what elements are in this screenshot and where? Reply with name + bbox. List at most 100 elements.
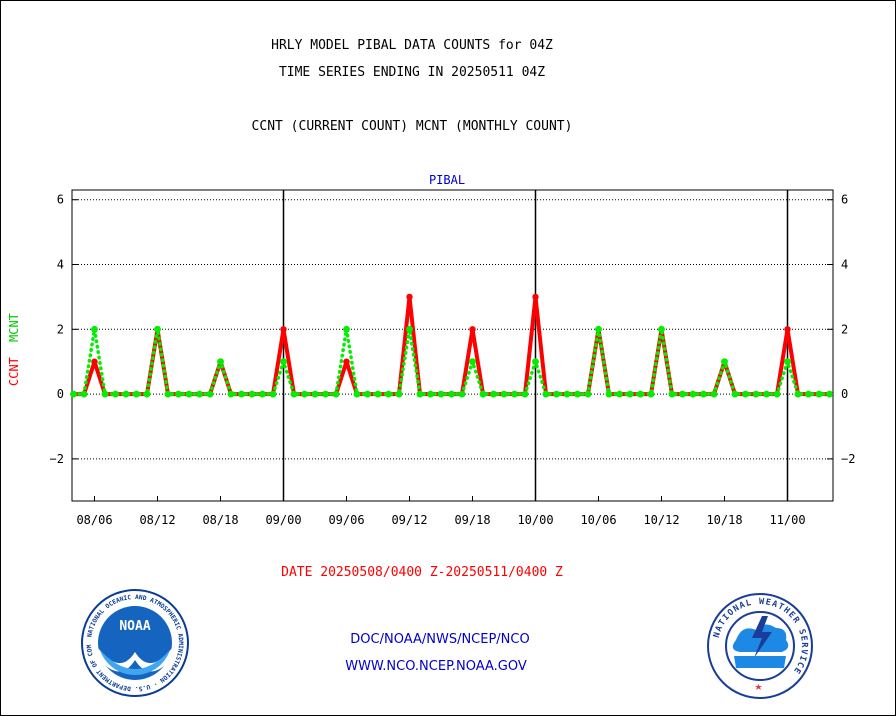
data-point-mcnt [626, 390, 634, 398]
plot-title: PIBAL [429, 173, 465, 187]
day-boundary-lines [282, 190, 789, 501]
data-point-mcnt [689, 390, 697, 398]
data-point-mcnt [826, 390, 833, 398]
ylabel-mcnt: MCNT [7, 313, 21, 342]
data-point-mcnt [574, 390, 581, 398]
data-point-mcnt [385, 390, 392, 398]
data-point-mcnt [794, 390, 802, 398]
grid-lines [72, 199, 833, 460]
noaa-seal-icon: NATIONAL OCEANIC AND ATMOSPHERIC ADMINIS… [78, 583, 189, 697]
data-point-mcnt [406, 325, 413, 333]
y-tick-label-right: 0 [841, 387, 848, 401]
noaa-logo-text: NOAA [119, 619, 150, 634]
y-tick-label-left: 6 [57, 193, 64, 207]
chart-main-title: HRLY MODEL PIBAL DATA COUNTS for 04Z [271, 38, 553, 53]
data-point-mcnt [374, 390, 382, 398]
data-point-mcnt [616, 390, 623, 398]
data-point-ccnt [406, 293, 413, 301]
x-tick-label: 08/18 [202, 513, 238, 527]
data-point-mcnt [395, 390, 403, 398]
y-tick-label-left: 0 [57, 387, 64, 401]
data-point-ccnt [469, 326, 476, 333]
y-tick-label-right: −2 [841, 452, 855, 466]
data-point-mcnt [458, 390, 466, 398]
data-point-mcnt [700, 390, 707, 398]
data-point-mcnt [269, 390, 277, 398]
data-point-mcnt [679, 390, 686, 398]
footer-url[interactable]: WWW.NCO.NCEP.NOAA.GOV [345, 659, 527, 674]
data-point-mcnt [290, 390, 298, 398]
y-axis-ticks: −2 −2 0 0 2 2 4 4 6 6 [50, 193, 856, 466]
data-point-mcnt [742, 390, 749, 398]
data-point-mcnt [175, 390, 182, 398]
nws-seal-icon: NATIONAL WEATHER SERVICE [707, 593, 813, 699]
data-point-mcnt [280, 358, 287, 366]
data-point-mcnt [532, 358, 539, 366]
data-point-mcnt [259, 390, 266, 398]
data-point-mcnt [668, 390, 676, 398]
x-tick-label: 09/00 [265, 513, 301, 527]
data-point-mcnt [479, 390, 487, 398]
data-point-mcnt [112, 390, 119, 398]
data-point-mcnt [553, 390, 560, 398]
data-point-mcnt [563, 390, 571, 398]
data-point-mcnt [521, 390, 529, 398]
x-tick-label: 09/06 [328, 513, 364, 527]
data-point-mcnt [91, 325, 98, 333]
x-tick-label: 11/00 [769, 513, 805, 527]
chart-subtitle: TIME SERIES ENDING IN 20250511 04Z [278, 65, 546, 80]
data-point-mcnt [710, 390, 718, 398]
data-point-mcnt [227, 390, 235, 398]
pibal-chart: PIBAL −2 −20 02 24 46 6 08/06 08/12 08/18 09/00 0… [7, 173, 856, 527]
y-tick-label-left: 2 [57, 322, 64, 336]
data-point-ccnt [784, 326, 791, 333]
y-tick-label-right: 6 [841, 193, 848, 207]
footer-org: DOC/NOAA/NWS/NCEP/NCO [350, 632, 530, 647]
data-point-mcnt [437, 390, 445, 398]
data-point-mcnt [343, 325, 350, 333]
data-point-mcnt [196, 390, 203, 398]
x-tick-label: 10/00 [517, 513, 553, 527]
data-point-ccnt [343, 358, 350, 365]
data-point-mcnt [637, 390, 644, 398]
data-point-mcnt [805, 390, 812, 398]
data-point-mcnt [311, 390, 319, 398]
data-point-mcnt [322, 390, 329, 398]
data-point-mcnt [248, 390, 256, 398]
data-point-mcnt [605, 390, 613, 398]
plot-area [71, 189, 834, 502]
nws-logo: NATIONAL WEATHER SERVICE [706, 592, 814, 704]
series-group [70, 293, 833, 398]
data-point-mcnt [595, 325, 602, 333]
data-point-mcnt [80, 390, 88, 398]
data-point-mcnt [500, 390, 508, 398]
data-point-mcnt [584, 390, 592, 398]
data-point-mcnt [164, 390, 172, 398]
ylabel-ccnt: CCNT [7, 357, 21, 386]
x-tick-label: 10/06 [580, 513, 616, 527]
data-point-mcnt [427, 390, 434, 398]
data-point-mcnt [154, 325, 161, 333]
data-point-mcnt [490, 390, 497, 398]
data-point-mcnt [353, 390, 361, 398]
data-point-mcnt [185, 390, 193, 398]
data-point-mcnt [143, 390, 151, 398]
series-line-ccnt [71, 294, 832, 397]
data-point-mcnt [101, 390, 109, 398]
data-point-mcnt [773, 390, 781, 398]
noaa-logo: NATIONAL OCEANIC AND ATMOSPHERIC ADMINIS… [78, 583, 190, 702]
data-point-mcnt [784, 358, 791, 366]
data-point-mcnt [70, 390, 77, 398]
series-line-mcnt [71, 327, 832, 396]
y-tick-label-right: 2 [841, 322, 848, 336]
x-tick-label: 09/18 [454, 513, 490, 527]
data-point-mcnt [542, 390, 550, 398]
legend-description: CCNT (CURRENT COUNT) MCNT (MONTHLY COUNT… [251, 119, 573, 134]
x-tick-label: 09/12 [391, 513, 427, 527]
date-range: DATE 20250508/0400 Z-20250511/0400 Z [281, 565, 563, 580]
data-point-mcnt [416, 390, 424, 398]
data-point-mcnt [122, 390, 130, 398]
data-point-mcnt [133, 390, 140, 398]
data-point-mcnt [731, 390, 739, 398]
x-tick-label: 10/18 [706, 513, 742, 527]
